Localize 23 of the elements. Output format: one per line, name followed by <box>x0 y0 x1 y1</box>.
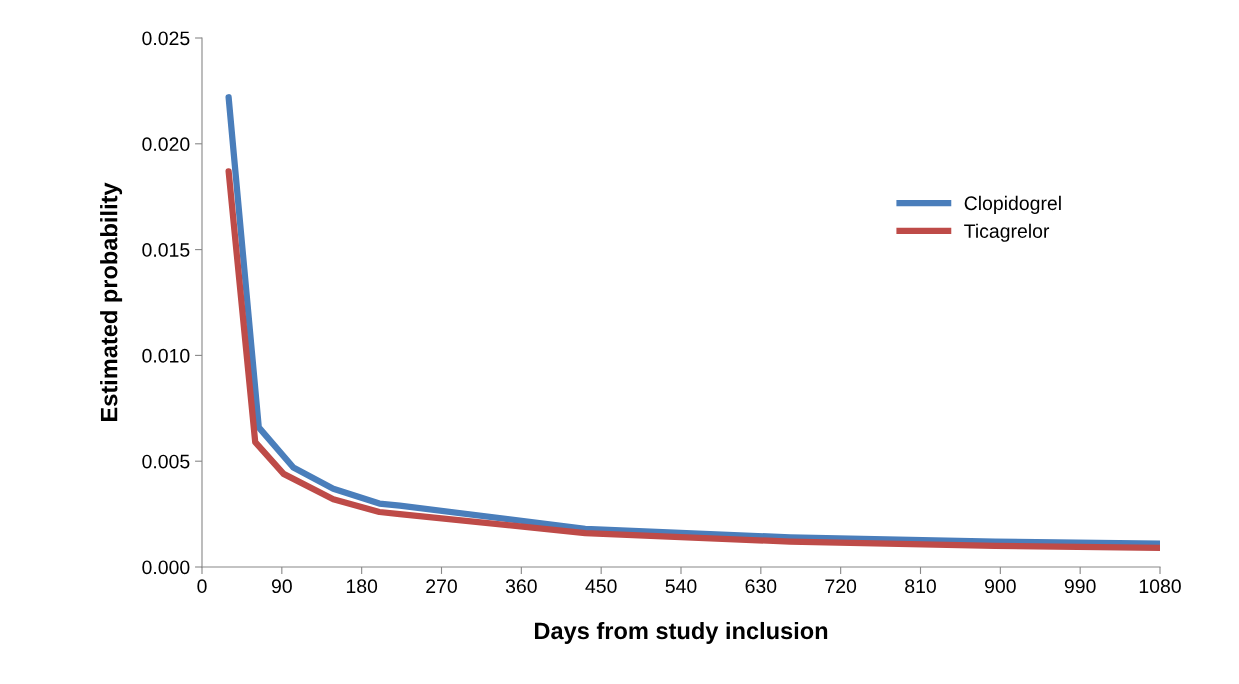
x-tick-label: 0 <box>197 579 207 594</box>
x-tick-label: 630 <box>745 579 777 594</box>
legend-label: Clopidogrel <box>964 195 1061 214</box>
y-tick-label: 0.020 <box>142 137 190 152</box>
y-tick-label: 0.000 <box>142 560 190 575</box>
x-tick-label: 990 <box>1064 579 1096 594</box>
x-tick-label: 540 <box>665 579 697 594</box>
y-tick-label: 0.025 <box>142 31 190 46</box>
x-tick-label: 180 <box>346 579 378 594</box>
x-tick-label: 270 <box>426 579 457 594</box>
x-tick-label: 90 <box>271 579 292 594</box>
x-tick-label: 720 <box>825 579 857 594</box>
x-tick-label: 1080 <box>1139 579 1181 594</box>
x-tick-label: 360 <box>505 579 537 594</box>
y-tick-label: 0.015 <box>142 243 190 257</box>
x-axis-title: Days from study inclusion <box>534 621 828 644</box>
legend-label: Ticagrelor <box>964 223 1050 242</box>
x-tick-label: 450 <box>585 579 617 594</box>
y-axis-title: Estimated probability <box>100 182 123 421</box>
x-tick-label: 810 <box>905 579 936 594</box>
y-tick-label: 0.010 <box>142 348 190 363</box>
y-tick-label: 0.005 <box>142 454 190 469</box>
x-tick-label: 900 <box>985 579 1016 594</box>
